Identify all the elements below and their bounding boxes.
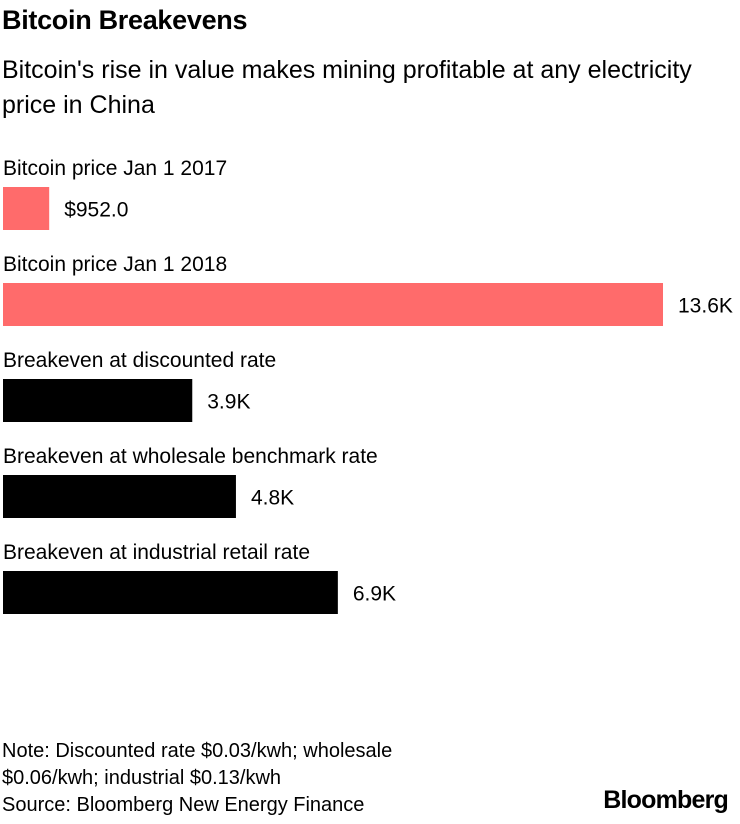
bar: [3, 475, 236, 518]
source-line: Source: Bloomberg New Energy Finance: [2, 794, 365, 816]
value-label: 4.8K: [251, 487, 294, 510]
category-label: Breakeven at wholesale benchmark rate: [3, 445, 378, 468]
bar: [3, 571, 338, 614]
value-label: 6.9K: [353, 583, 396, 606]
chart-title: Bitcoin Breakevens: [2, 5, 248, 35]
bar: [3, 379, 193, 422]
bloomberg-logo: Bloomberg: [603, 786, 729, 814]
chart-subtitle: Bitcoin's rise in value makes mining pro…: [2, 56, 692, 119]
category-label: Bitcoin price Jan 1 2017: [3, 157, 227, 180]
category-label: Breakeven at discounted rate: [3, 349, 276, 372]
bar: [3, 187, 50, 230]
bar-chart: Bitcoin price Jan 1 2017 $952.0 Bitcoin pr…: [3, 157, 733, 614]
value-label: $952.0: [64, 199, 128, 222]
value-label: 3.9K: [207, 391, 250, 414]
note-line-2: $0.06/kwh; industrial $0.13/kwh: [2, 767, 282, 789]
note-line-1: Note: Discounted rate $0.03/kwh; wholesa…: [2, 740, 393, 762]
chart-footnote: Note: Discounted rate $0.03/kwh; wholesa…: [2, 738, 542, 819]
category-label: Bitcoin price Jan 1 2018: [3, 253, 227, 276]
bar: [3, 283, 663, 326]
category-label: Breakeven at industrial retail rate: [3, 541, 310, 564]
value-label: 13.6K: [678, 295, 733, 318]
